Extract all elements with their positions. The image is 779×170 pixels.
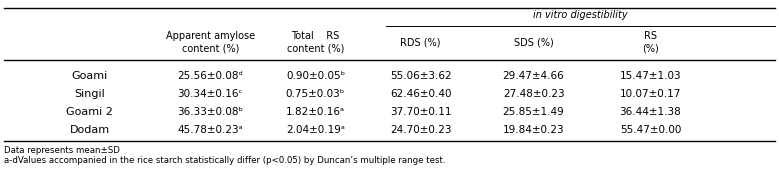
Text: 27.48±0.23: 27.48±0.23 [502,89,565,99]
Text: 0.90±0.05ᵇ: 0.90±0.05ᵇ [286,71,345,81]
Text: 24.70±0.23: 24.70±0.23 [390,125,451,135]
Text: 37.70±0.11: 37.70±0.11 [390,107,451,117]
Text: 55.47±0.00: 55.47±0.00 [620,125,681,135]
Text: 36.33±0.08ᵇ: 36.33±0.08ᵇ [178,107,243,117]
Text: (%): (%) [642,44,659,53]
Text: 1.82±0.16ᵃ: 1.82±0.16ᵃ [286,107,345,117]
Text: Goami 2: Goami 2 [66,107,113,117]
Text: 25.85±1.49: 25.85±1.49 [502,107,565,117]
Text: 29.47±4.66: 29.47±4.66 [502,71,565,81]
Text: content (%): content (%) [287,44,344,53]
Text: Singil: Singil [74,89,105,99]
Text: Goami: Goami [72,71,108,81]
Text: 45.78±0.23ᵃ: 45.78±0.23ᵃ [178,125,243,135]
Text: SDS (%): SDS (%) [513,37,554,47]
Text: Apparent amylose: Apparent amylose [166,31,255,41]
Text: in vitro digestibility: in vitro digestibility [533,10,628,20]
Text: 25.56±0.08ᵈ: 25.56±0.08ᵈ [178,71,243,81]
Text: content (%): content (%) [182,44,239,53]
Text: 2.04±0.19ᵃ: 2.04±0.19ᵃ [286,125,345,135]
Text: 10.07±0.17: 10.07±0.17 [620,89,681,99]
Text: 19.84±0.23: 19.84±0.23 [502,125,565,135]
Text: 62.46±0.40: 62.46±0.40 [390,89,451,99]
Text: 55.06±3.62: 55.06±3.62 [390,71,452,81]
Text: RS: RS [644,31,657,41]
Text: 36.44±1.38: 36.44±1.38 [619,107,682,117]
Text: 0.75±0.03ᵇ: 0.75±0.03ᵇ [286,89,345,99]
Text: Total    RS: Total RS [291,31,340,41]
Text: 30.34±0.16ᶜ: 30.34±0.16ᶜ [178,89,243,99]
Text: a-dValues accompanied in the rice starch statistically differ (p<0.05) by Duncan: a-dValues accompanied in the rice starch… [4,156,446,165]
Text: Dodam: Dodam [69,125,110,135]
Text: Data represents mean±SD: Data represents mean±SD [4,146,120,155]
Text: 15.47±1.03: 15.47±1.03 [619,71,682,81]
Text: RDS (%): RDS (%) [400,37,441,47]
